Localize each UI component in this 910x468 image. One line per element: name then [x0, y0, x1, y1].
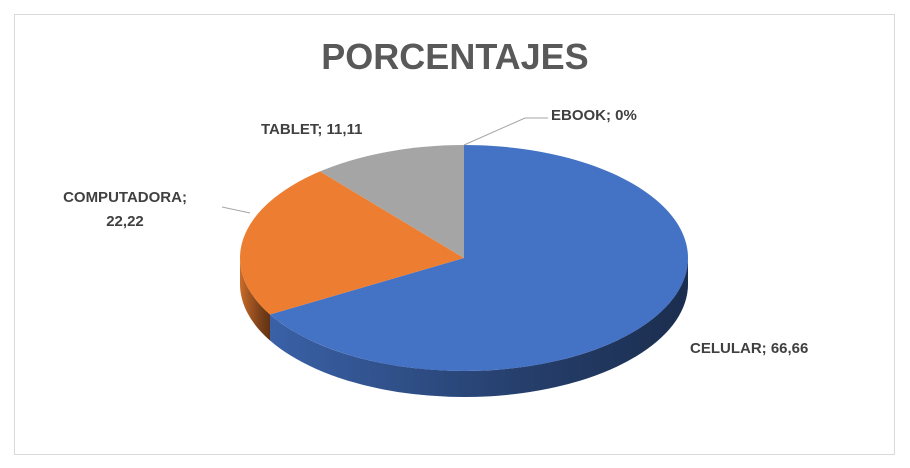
pie	[240, 145, 688, 398]
slice	[320, 145, 464, 258]
slice	[270, 145, 688, 371]
slice-side-shade	[270, 258, 688, 398]
slice-side-shade	[240, 258, 271, 341]
data-label: CELULAR; 66,66	[690, 340, 809, 357]
slice	[240, 171, 464, 315]
chart-title: PORCENTAJES	[321, 36, 589, 77]
data-label: TABLET; 11,11	[261, 121, 363, 138]
data-label: COMPUTADORA; 22,22	[63, 189, 187, 230]
data-label: EBOOK; 0%	[551, 107, 637, 124]
leader-line	[221, 206, 251, 214]
leader-line	[463, 117, 548, 146]
